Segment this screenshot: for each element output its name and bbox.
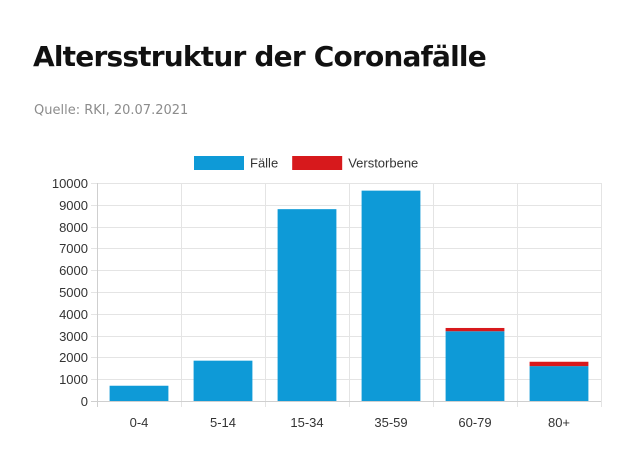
axes: 0 1000 2000 3000 4000 5000 6000 7000 8000 9000 100… xyxy=(52,176,601,430)
bar xyxy=(109,385,169,401)
source-note: Quelle: RKI, 20.07.2021 xyxy=(34,103,189,118)
y-tick-label: 6000 xyxy=(59,263,88,278)
bar xyxy=(445,327,505,332)
x-tick-label: 35-59 xyxy=(374,415,407,430)
chart-title: Altersstruktur der Coronafälle xyxy=(33,40,487,73)
legend: Fälle Verstorbene xyxy=(194,156,418,171)
y-tick-label: 8000 xyxy=(59,220,88,235)
bar xyxy=(445,331,505,401)
y-tick-label: 7000 xyxy=(59,241,88,256)
bar xyxy=(193,360,253,401)
bars xyxy=(109,190,589,401)
x-tick-label: 60-79 xyxy=(458,415,491,430)
y-tick-label: 1000 xyxy=(59,372,88,387)
legend-label: Fälle xyxy=(250,156,278,171)
bar xyxy=(529,361,589,367)
x-tick-label: 80+ xyxy=(548,415,570,430)
bar xyxy=(529,366,589,401)
x-tick-label: 5-14 xyxy=(210,415,236,430)
y-tick-label: 2000 xyxy=(59,350,88,365)
x-tick-label: 15-34 xyxy=(290,415,323,430)
bar xyxy=(277,209,337,401)
y-tick-label: 5000 xyxy=(59,285,88,300)
legend-swatch[interactable] xyxy=(194,156,244,170)
x-tick-label: 0-4 xyxy=(130,415,149,430)
y-tick-label: 10000 xyxy=(52,176,88,191)
grid-lines xyxy=(91,183,602,407)
bar xyxy=(361,190,421,401)
y-tick-label: 4000 xyxy=(59,307,88,322)
y-tick-label: 9000 xyxy=(59,198,88,213)
legend-label: Verstorbene xyxy=(348,156,418,171)
y-tick-label: 0 xyxy=(81,394,88,409)
y-tick-label: 3000 xyxy=(59,329,88,344)
legend-swatch[interactable] xyxy=(292,156,343,170)
